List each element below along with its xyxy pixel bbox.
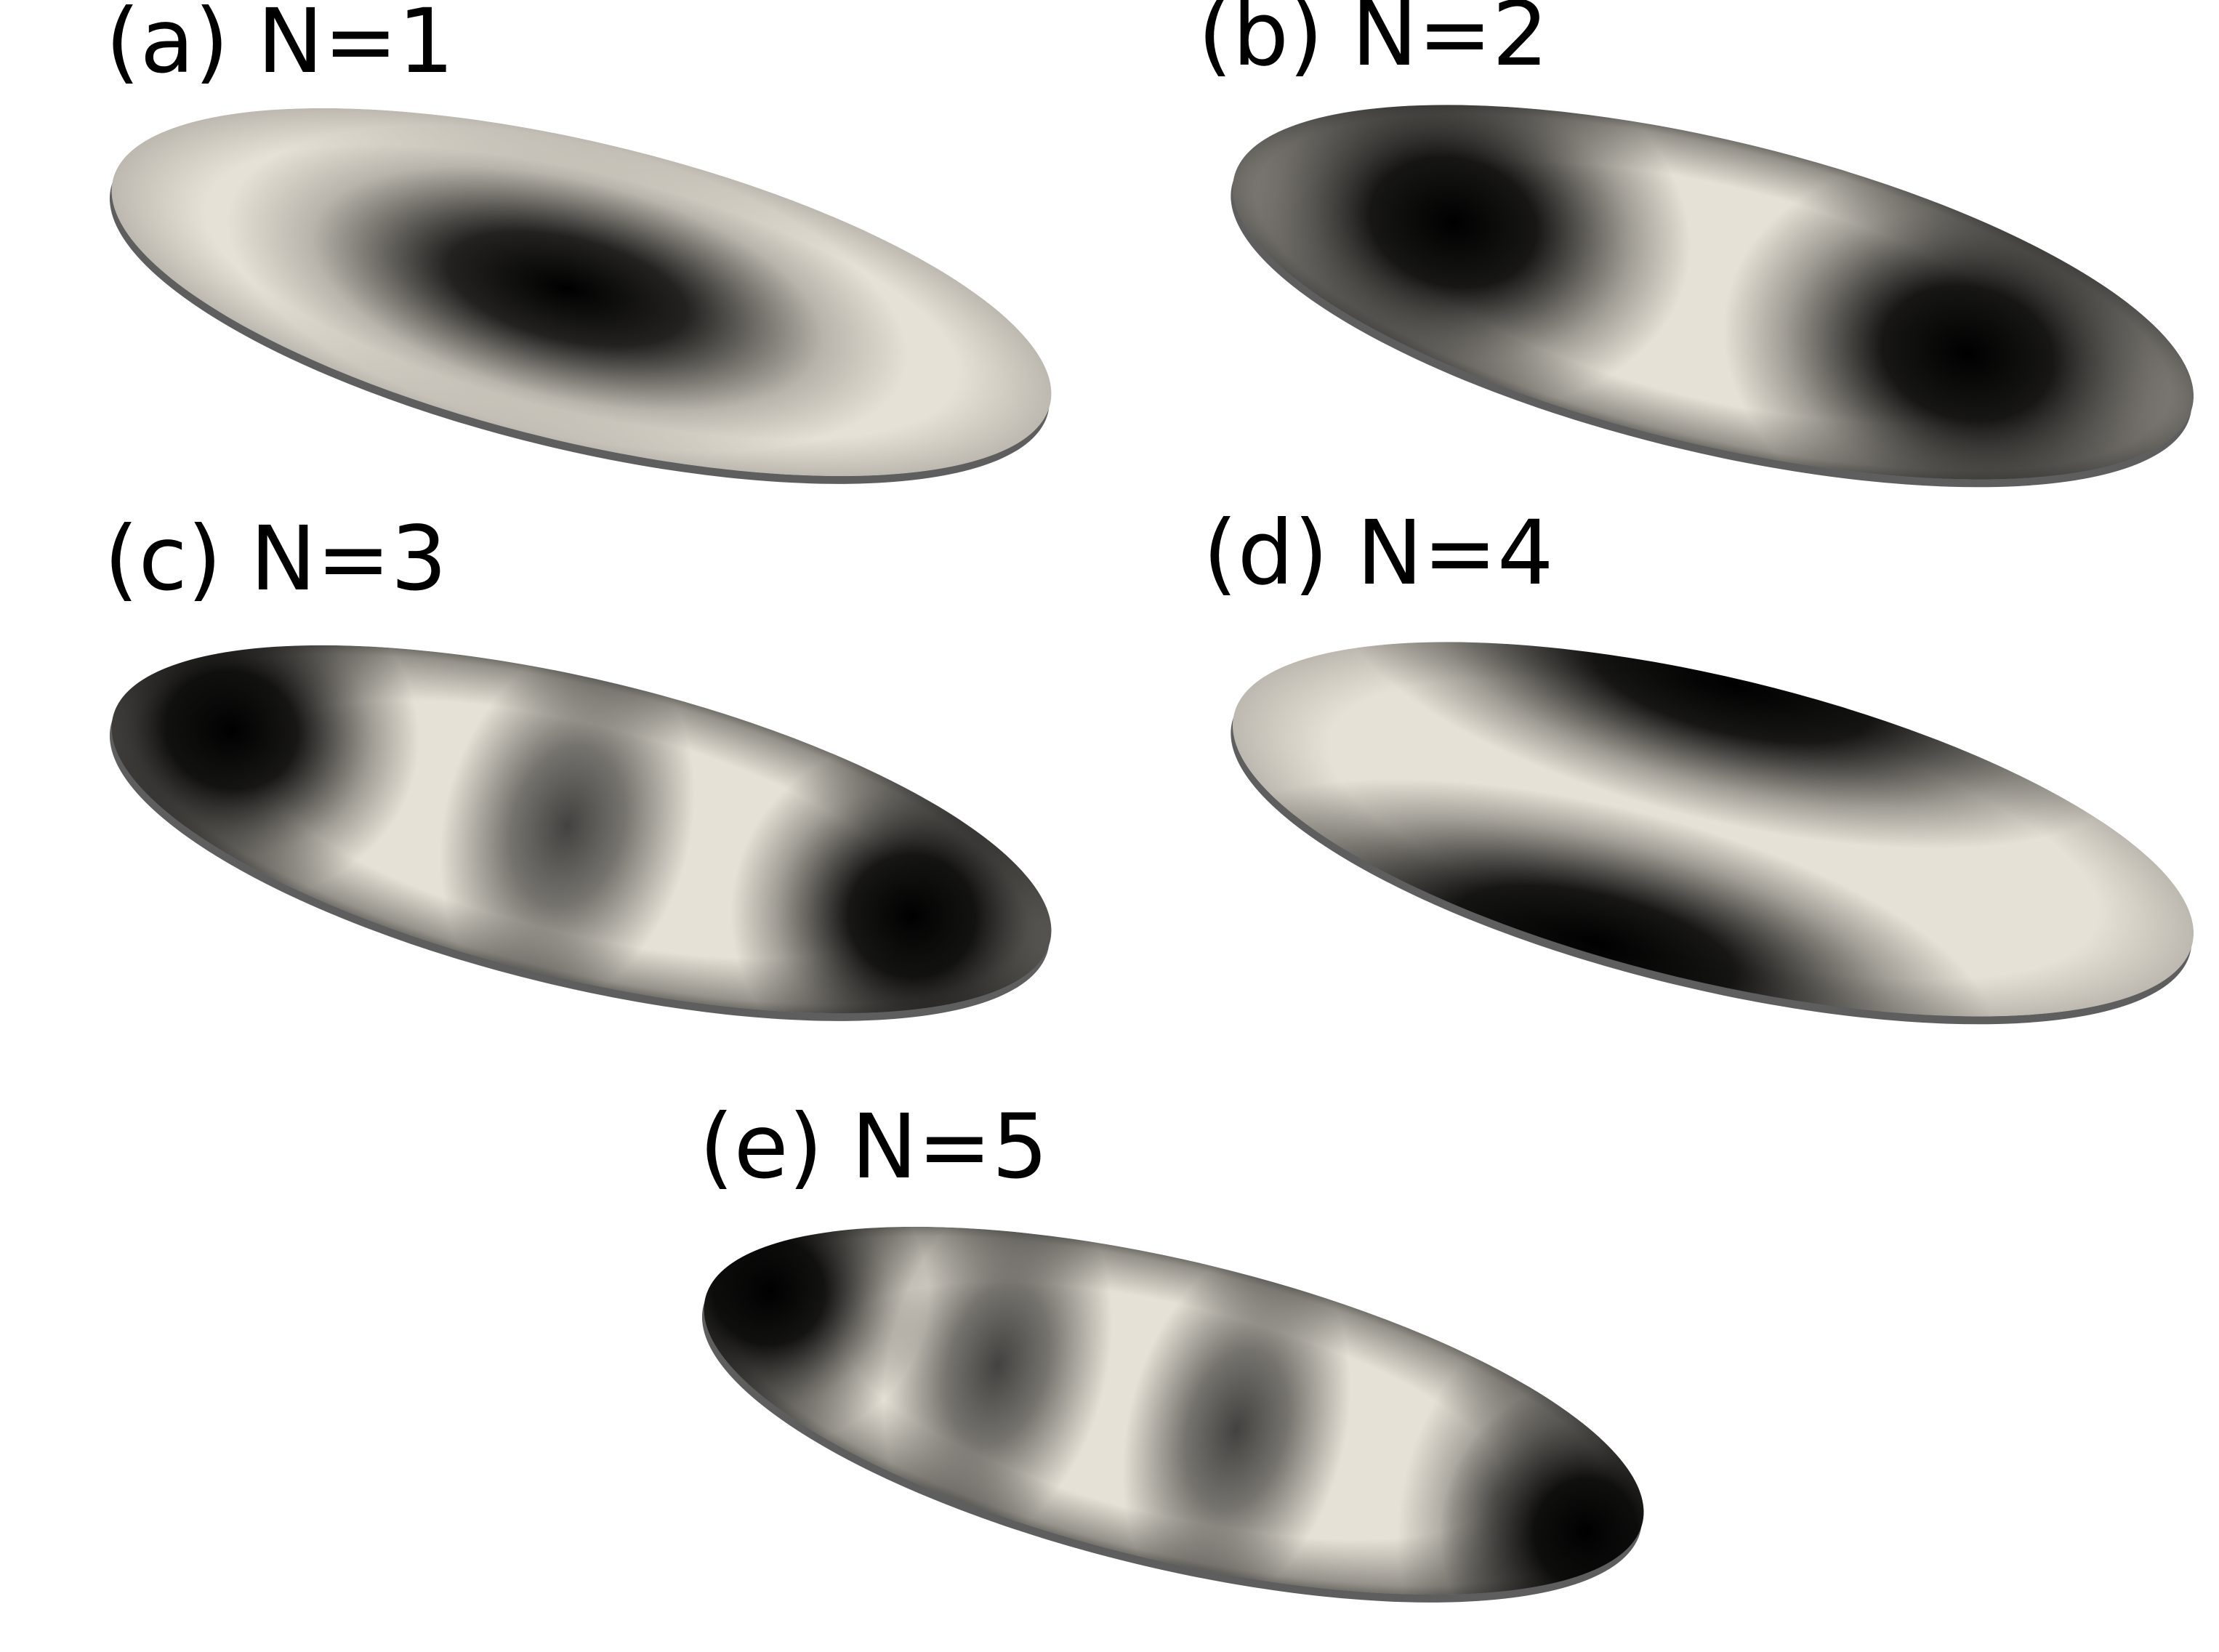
panel-label-d: (d) N=4 xyxy=(1203,501,1554,605)
disc-c xyxy=(78,571,1085,1088)
panel-label-c: (c) N=3 xyxy=(104,507,448,611)
panel-label-b: (b) N=2 xyxy=(1198,0,1549,86)
disc-e xyxy=(670,1152,1678,1652)
disc-a xyxy=(109,108,1052,484)
disc-b xyxy=(1216,36,2212,547)
panel-label-e: (e) N=5 xyxy=(699,1095,1049,1198)
panel-label-a: (a) N=1 xyxy=(105,0,454,93)
disc-d xyxy=(1199,566,2194,1092)
